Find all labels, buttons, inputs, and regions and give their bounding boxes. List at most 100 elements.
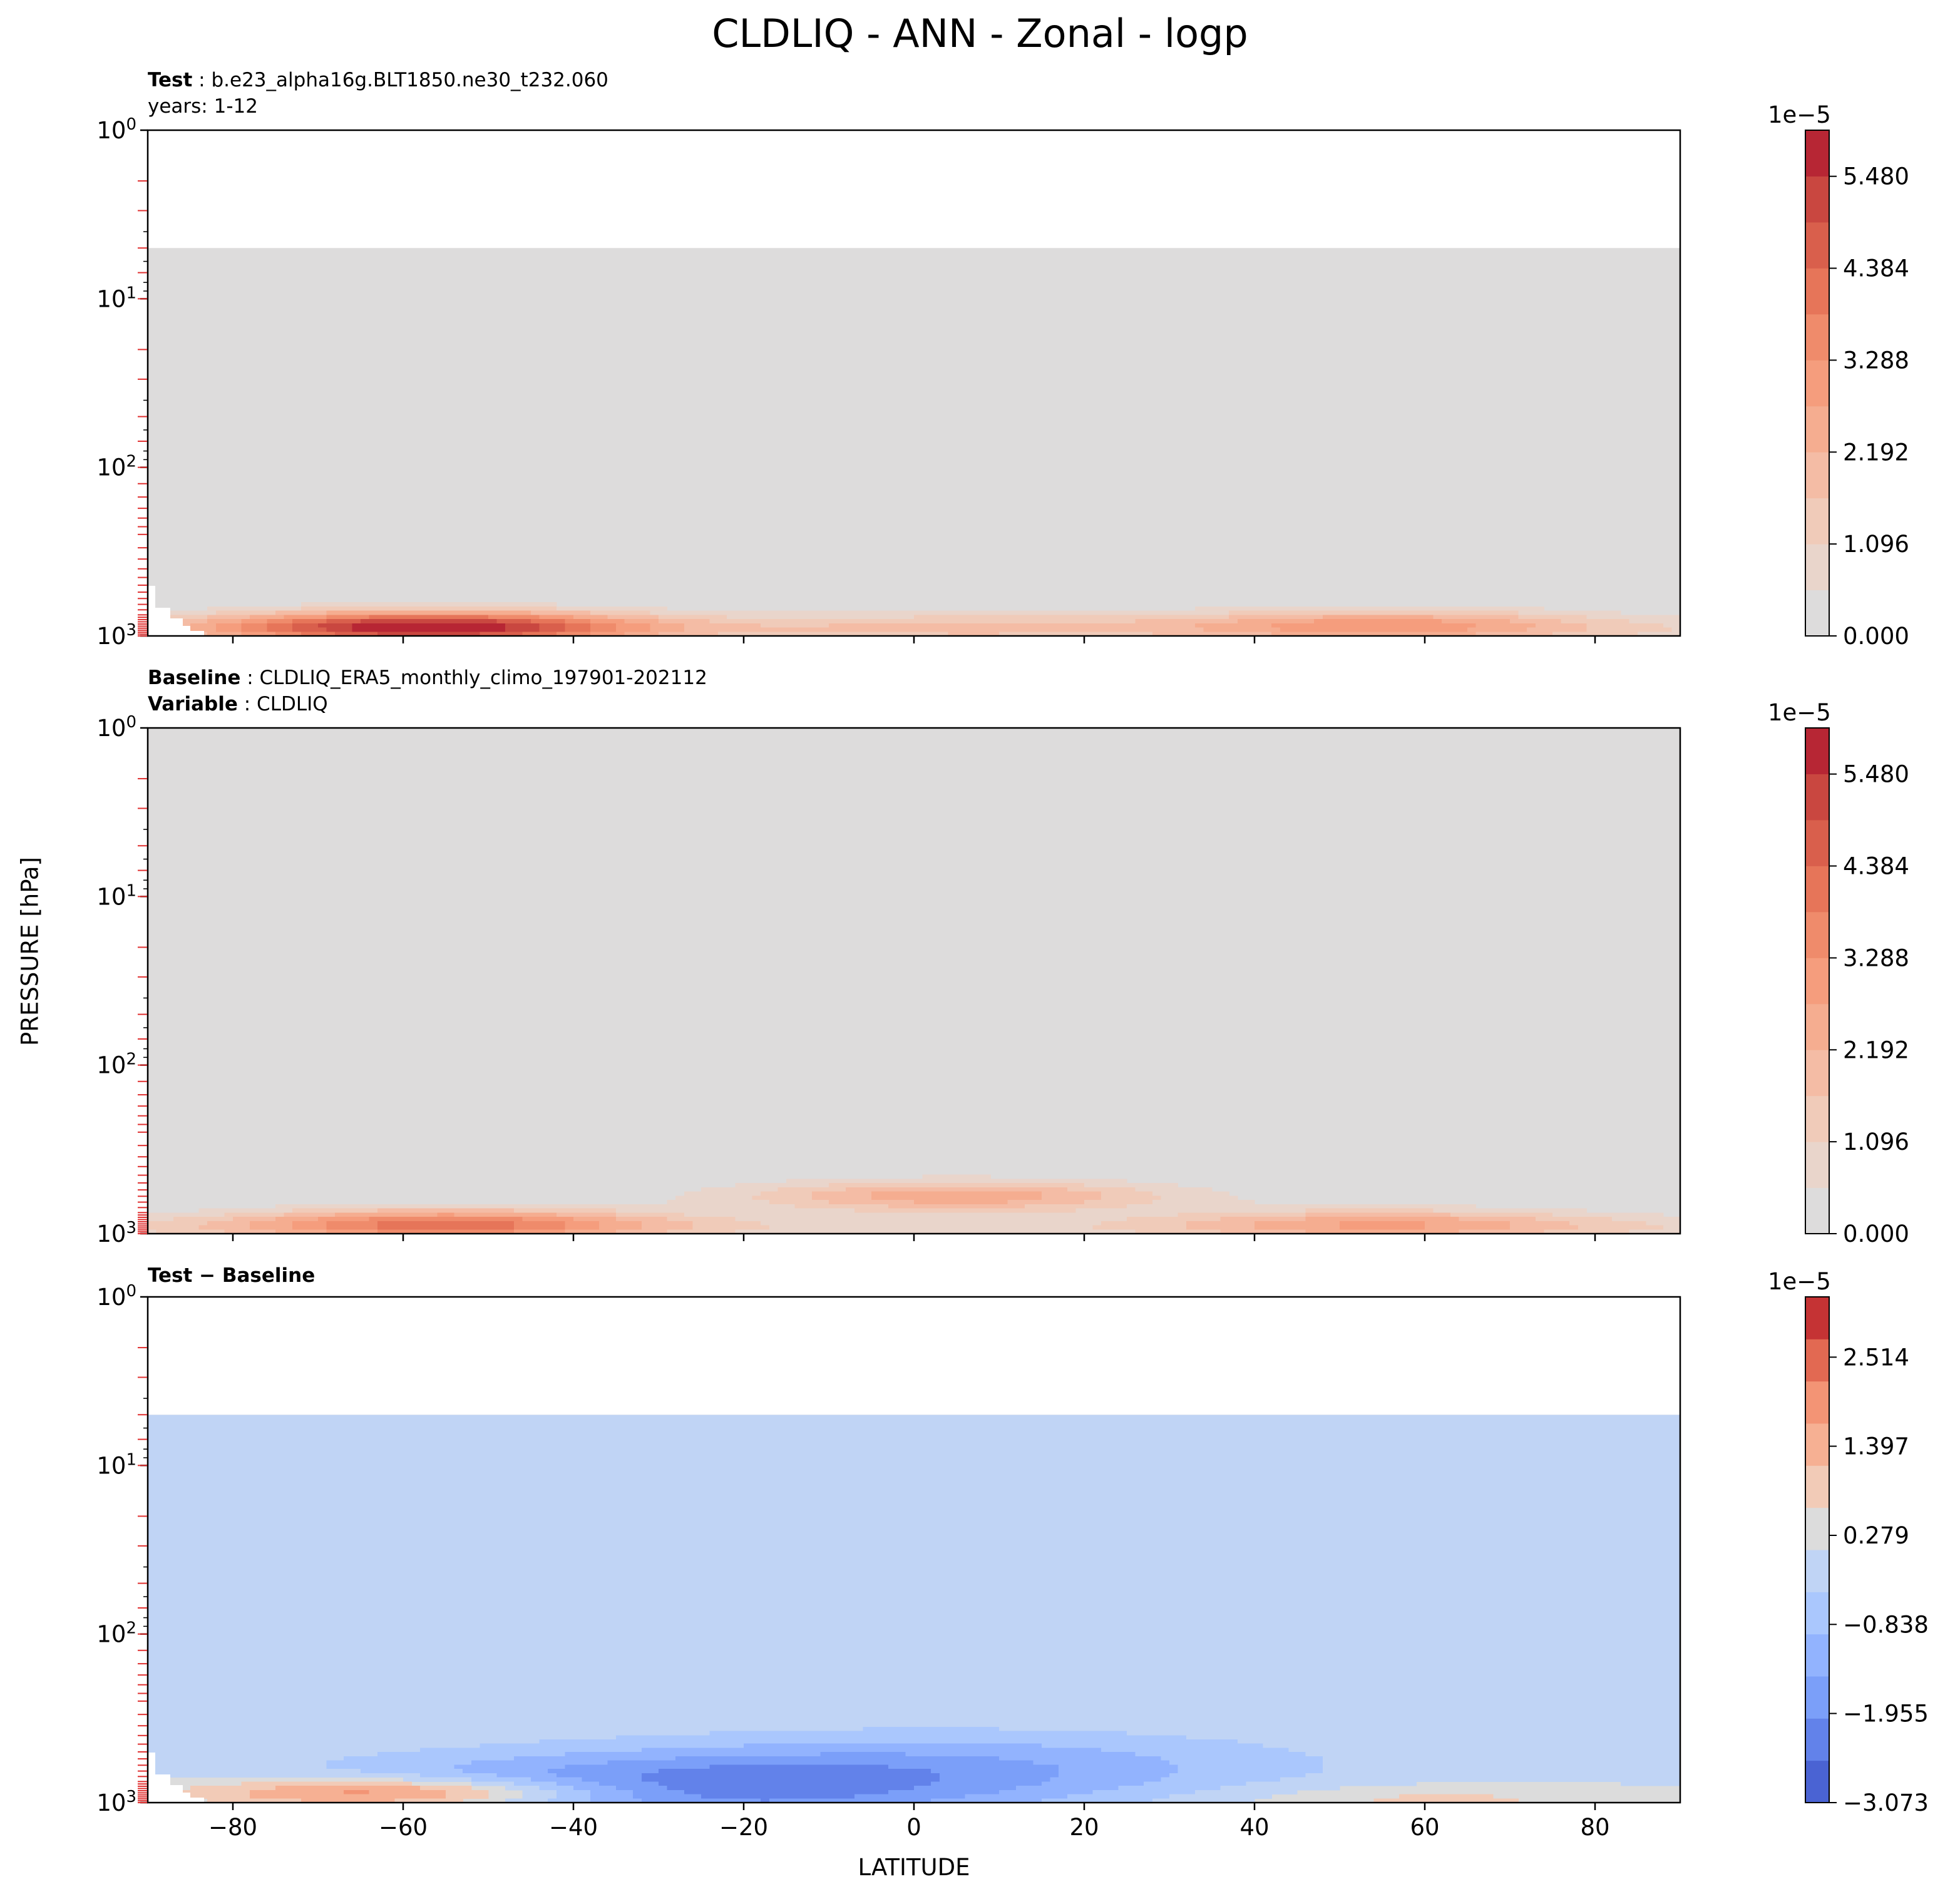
contour-cell	[394, 1461, 404, 1466]
contour-cell	[1237, 1221, 1246, 1226]
contour-cell	[1288, 1444, 1298, 1449]
contour-cell	[1603, 1415, 1613, 1420]
contour-cell	[1620, 1415, 1629, 1420]
contour-cell	[1586, 1229, 1596, 1234]
contour-cell	[505, 1440, 515, 1445]
contour-cell	[1663, 1453, 1672, 1458]
contour-cell	[361, 1419, 370, 1424]
contour-cell	[1050, 1423, 1059, 1428]
contour-cell	[1433, 610, 1442, 615]
contour-cell	[973, 1200, 983, 1205]
contour-cell	[1127, 632, 1136, 636]
contour-cell	[990, 1431, 1000, 1436]
contour-cell	[1280, 1212, 1289, 1217]
contour-cell	[241, 1448, 250, 1453]
contour-cell	[1373, 1427, 1383, 1433]
contour-cell	[659, 619, 668, 624]
contour-cell	[1671, 1436, 1680, 1441]
contour-cell	[250, 1448, 259, 1453]
terrain-mask	[148, 586, 204, 636]
contour-cell	[957, 1204, 966, 1209]
contour-cell	[1407, 1217, 1417, 1222]
contour-cell	[846, 1427, 855, 1433]
contour-cell	[1425, 1221, 1434, 1226]
contour-cell	[403, 619, 413, 624]
contour-cell	[675, 1448, 685, 1453]
contour-cell	[837, 1187, 846, 1192]
contour-cell	[1144, 1440, 1153, 1445]
contour-cell	[1552, 623, 1562, 628]
contour-cell	[948, 1436, 957, 1441]
contour-cell	[624, 1453, 634, 1458]
contour-cell	[582, 623, 591, 628]
contour-cell	[624, 615, 634, 620]
contour-cell	[1595, 1436, 1604, 1441]
contour-cell	[718, 1200, 727, 1205]
contour-cell	[292, 606, 302, 612]
contour-cell	[377, 1415, 387, 1420]
contour-cell	[1101, 619, 1111, 624]
contour-cell	[1459, 606, 1468, 612]
contour-cell	[624, 1423, 634, 1428]
contour-cell	[480, 623, 489, 628]
contour-cell	[531, 602, 540, 607]
contour-cell	[726, 1204, 736, 1209]
contour-cell	[1390, 1419, 1400, 1424]
contour-cell	[744, 623, 753, 628]
contour-cell	[1271, 1440, 1281, 1445]
contour-cell	[709, 1436, 719, 1441]
contour-cell	[1348, 619, 1357, 624]
contour-cell	[241, 1444, 250, 1449]
contour-cell	[173, 1440, 182, 1445]
contour-cell	[794, 1444, 804, 1449]
contour-cell	[590, 1423, 600, 1428]
contour-cell	[1390, 1415, 1400, 1420]
contour-cell	[1586, 1217, 1596, 1222]
contour-cell	[522, 627, 531, 632]
contour-cell	[1467, 1448, 1477, 1453]
contour-cell	[582, 1415, 591, 1420]
contour-cell	[888, 1453, 898, 1458]
contour-cell	[1059, 1191, 1068, 1196]
contour-cell	[198, 1419, 208, 1424]
contour-cell	[1101, 1448, 1111, 1453]
contour-cell	[1161, 1212, 1170, 1217]
contour-cell	[522, 1448, 531, 1453]
contour-cell	[939, 1448, 948, 1453]
contour-cell	[1671, 615, 1680, 620]
contour-cell	[1612, 623, 1621, 628]
contour-cell	[343, 615, 352, 620]
contour-cell	[198, 1415, 208, 1420]
contour-cell	[1178, 1456, 1187, 1462]
contour-cell	[1246, 619, 1255, 624]
contour-cell	[794, 1217, 804, 1222]
contour-cell	[1450, 610, 1459, 615]
contour-cell	[922, 1179, 931, 1184]
contour-cell	[1280, 1444, 1289, 1449]
contour-cell	[496, 1419, 506, 1424]
contour-cell	[718, 1225, 727, 1230]
contour-cell	[667, 1461, 676, 1466]
contour-cell	[1237, 1444, 1246, 1449]
contour-cell	[1620, 619, 1629, 624]
contour-cell	[496, 1461, 506, 1466]
contour-cell	[1084, 1204, 1094, 1209]
contour-cell	[318, 1461, 327, 1466]
contour-cell	[1229, 1444, 1238, 1449]
contour-cell	[1297, 1217, 1306, 1222]
contour-cell	[1450, 632, 1459, 636]
contour-cell	[1629, 1419, 1638, 1424]
contour-cell	[165, 1217, 174, 1222]
contour-cell	[1382, 1208, 1392, 1213]
contour-cell	[1194, 1229, 1204, 1234]
contour-cell	[811, 1225, 821, 1230]
contour-cell	[1390, 1217, 1400, 1222]
contour-cell	[386, 1461, 395, 1466]
contour-cell	[309, 1440, 319, 1445]
contour-cell	[896, 1217, 906, 1222]
contour-cell	[769, 1423, 778, 1428]
contour-cell	[454, 1221, 463, 1226]
contour-cell	[386, 1229, 395, 1234]
contour-cell	[148, 1225, 157, 1230]
contour-cell	[428, 1453, 438, 1458]
